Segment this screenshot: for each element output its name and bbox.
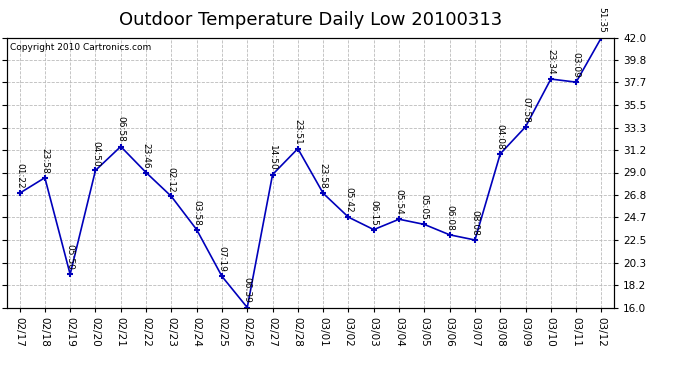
Text: 23:34: 23:34: [546, 49, 555, 75]
Text: 03:58: 03:58: [192, 200, 201, 225]
Text: 06:15: 06:15: [369, 200, 378, 225]
Text: 05:50: 05:50: [66, 244, 75, 270]
Text: 05:05: 05:05: [420, 194, 429, 220]
Text: 07:19: 07:19: [217, 246, 226, 272]
Text: 23:51: 23:51: [293, 119, 302, 144]
Text: 23:46: 23:46: [141, 143, 150, 168]
Text: 14:50: 14:50: [268, 145, 277, 170]
Text: Copyright 2010 Cartronics.com: Copyright 2010 Cartronics.com: [10, 43, 151, 52]
Text: Outdoor Temperature Daily Low 20100313: Outdoor Temperature Daily Low 20100313: [119, 11, 502, 29]
Text: 01:22: 01:22: [15, 164, 24, 189]
Text: 08:08: 08:08: [471, 210, 480, 236]
Text: 06:39: 06:39: [243, 278, 252, 303]
Text: 02:12: 02:12: [167, 166, 176, 192]
Text: 04:08: 04:08: [495, 124, 505, 150]
Text: 03:09: 03:09: [571, 52, 581, 78]
Text: 23:58: 23:58: [319, 164, 328, 189]
Text: 51:35: 51:35: [597, 8, 606, 33]
Text: 05:42: 05:42: [344, 188, 353, 213]
Text: 04:50: 04:50: [91, 141, 100, 166]
Text: 05:54: 05:54: [395, 189, 404, 215]
Text: 23:58: 23:58: [40, 148, 50, 174]
Text: 06:58: 06:58: [116, 117, 126, 142]
Text: 07:58: 07:58: [521, 97, 530, 123]
Text: 06:08: 06:08: [445, 205, 454, 231]
